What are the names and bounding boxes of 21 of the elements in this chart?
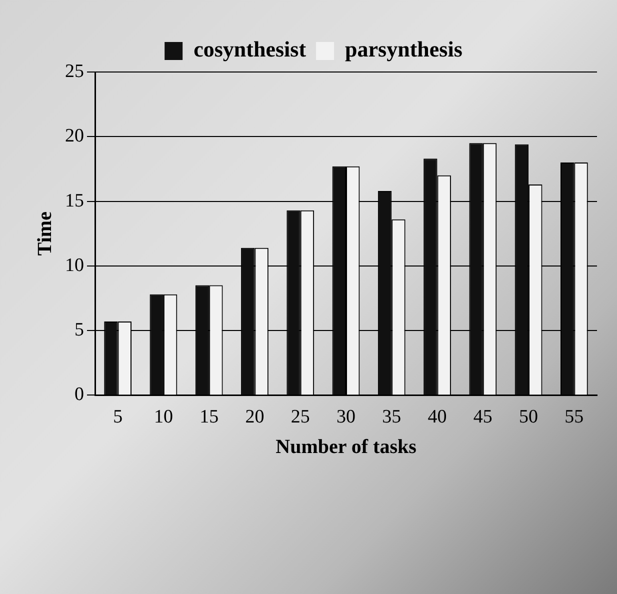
x-tick-label: 55 <box>564 406 584 428</box>
y-tick-label: 0 <box>74 384 84 406</box>
y-axis-title: Time <box>34 211 56 256</box>
x-axis-title: Number of tasks <box>276 436 417 458</box>
x-tick-label: 35 <box>382 406 402 428</box>
x-tick-label: 20 <box>245 406 264 428</box>
legend-label: parsynthesis <box>345 36 463 62</box>
y-tick-label: 15 <box>65 190 84 212</box>
x-tick-label: 40 <box>428 406 447 428</box>
y-tick-label: 25 <box>65 60 84 82</box>
y-tick-label: 10 <box>65 254 84 276</box>
x-tick-label: 15 <box>200 406 219 428</box>
legend-label: cosynthesist <box>194 36 307 62</box>
x-tick-label: 45 <box>473 406 492 428</box>
x-tick-label: 50 <box>519 406 538 428</box>
x-tick-label: 30 <box>336 406 356 428</box>
y-tick-label: 20 <box>65 126 84 147</box>
y-tick-label: 5 <box>74 320 84 341</box>
x-tick-label: 25 <box>290 406 310 428</box>
x-tick-label: 10 <box>154 406 173 428</box>
x-tick-label: 5 <box>113 406 123 428</box>
